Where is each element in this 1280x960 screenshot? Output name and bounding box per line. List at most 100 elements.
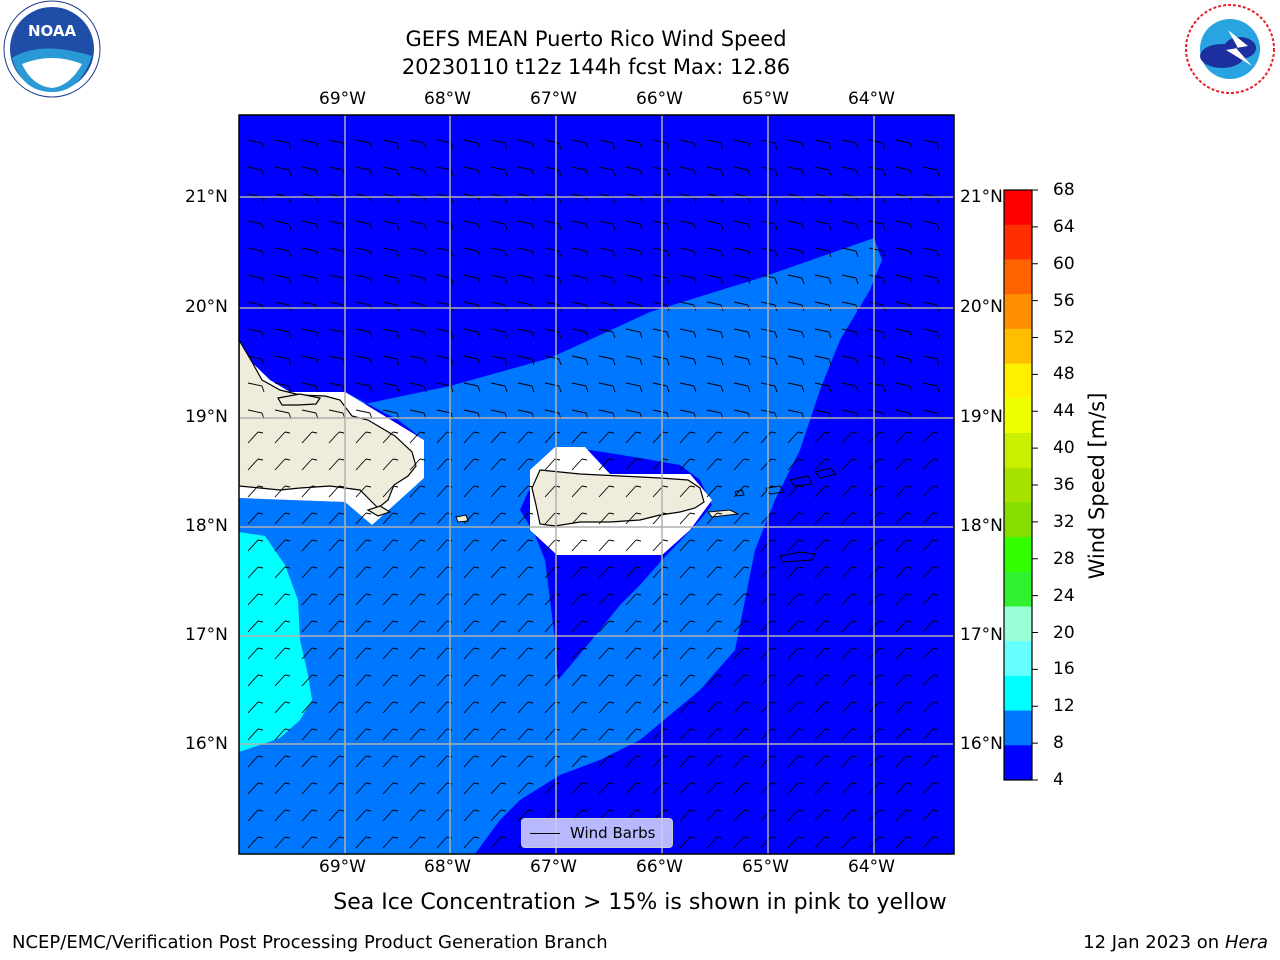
lat-label-left-18n: 18°N (185, 516, 228, 536)
wind-barb (328, 539, 345, 552)
wind-barb (625, 485, 642, 498)
wind-barb (706, 355, 724, 366)
wind-barb (274, 647, 291, 660)
colorbar-tick-label: 24 (1053, 585, 1075, 606)
wind-barb (382, 382, 400, 393)
wind-barb (409, 458, 426, 471)
wind-barb (409, 431, 426, 444)
colorbar-swatch (1004, 467, 1032, 503)
wind-barb (247, 220, 265, 231)
wind-barb (598, 701, 615, 714)
colorbar-tick-label: 56 (1053, 290, 1075, 311)
wind-barb (841, 247, 859, 258)
wind-barb (247, 166, 265, 177)
wind-barb (679, 728, 696, 741)
wind-barb (787, 382, 805, 393)
wind-barb (733, 620, 750, 633)
colorbar-tick-label: 4 (1053, 770, 1064, 790)
wind-barb (247, 431, 264, 444)
wind-barb (895, 485, 912, 498)
wind-barb (733, 647, 750, 660)
wind-barb (733, 755, 750, 768)
wind-barb (382, 647, 399, 660)
wind-barb (274, 431, 291, 444)
wind-barb (409, 166, 427, 177)
wind-barbs (247, 139, 940, 849)
wind-barb (355, 836, 372, 849)
wind-barb (382, 539, 399, 552)
wind-barb (814, 782, 831, 795)
lon-label-top-69w: 69°W (319, 89, 366, 109)
lon-label-bottom-64w: 64°W (848, 857, 895, 877)
wind-barb (598, 728, 615, 741)
wind-barb (490, 382, 508, 393)
wind-barb (679, 836, 696, 849)
wind-barb (517, 166, 535, 177)
wind-barb (517, 755, 534, 768)
wind-barb (895, 274, 913, 285)
colorbar-tick-label: 68 (1053, 180, 1075, 200)
wind-barb (598, 512, 615, 525)
wind-barb (247, 355, 265, 366)
wind-barb (355, 382, 373, 393)
wind-barb (328, 674, 345, 687)
lat-label-right-16n: 16°N (960, 734, 1003, 754)
wind-barb (814, 674, 831, 687)
colorbar-swatch (1004, 328, 1032, 365)
wind-barb (436, 328, 454, 339)
wind-barb (841, 220, 859, 231)
colorbar-swatch (1004, 537, 1032, 573)
wind-barb (652, 382, 670, 393)
wind-barb (679, 139, 697, 150)
wind-barb (571, 566, 588, 579)
wind-barb (733, 728, 750, 741)
wind-barb (598, 431, 615, 444)
wind-barb (463, 139, 481, 150)
wind-barb (571, 755, 588, 768)
wind-barb (355, 355, 373, 366)
wind-barb (517, 355, 535, 366)
wind-barb (760, 620, 777, 633)
wind-barb (895, 355, 913, 366)
wind-barb (436, 139, 454, 150)
wind-barb (841, 539, 858, 552)
wind-barb (868, 274, 886, 285)
wind-barb (490, 485, 507, 498)
gridlines (239, 115, 954, 854)
wind-barb (463, 809, 480, 822)
wind-barb (841, 431, 858, 444)
wind-barb (490, 782, 507, 795)
wind-barb (301, 782, 318, 795)
wind-barb (625, 593, 642, 606)
wind-barb (571, 139, 589, 150)
wind-barb (625, 620, 642, 633)
wind-barb (436, 220, 454, 231)
colorbar-swatch (1004, 502, 1032, 538)
wind-barb (436, 166, 454, 177)
wind-barb (382, 431, 399, 444)
wind-barb (571, 782, 588, 795)
wind-barb (841, 274, 859, 285)
wind-barb (814, 512, 831, 525)
wind-barb (355, 782, 372, 795)
wind-barb (301, 485, 318, 498)
wind-barb (328, 728, 345, 741)
wind-barb (328, 485, 345, 498)
wind-barb (841, 382, 859, 393)
wind-barb (814, 647, 831, 660)
wind-barb (355, 647, 372, 660)
wind-barb (382, 809, 399, 822)
wind-barb (787, 220, 805, 231)
wind-barb (760, 809, 777, 822)
wind-barb (706, 674, 723, 687)
wind-barb (679, 647, 696, 660)
wind-barb (598, 220, 616, 231)
wind-barb (679, 431, 696, 444)
wind-barb (517, 809, 534, 822)
wind-barb (760, 512, 777, 525)
wind-barb (841, 620, 858, 633)
wind-barb (463, 836, 480, 849)
wind-barb (706, 620, 723, 633)
lat-label-right-20n: 20°N (960, 297, 1003, 317)
wind-barb (895, 701, 912, 714)
